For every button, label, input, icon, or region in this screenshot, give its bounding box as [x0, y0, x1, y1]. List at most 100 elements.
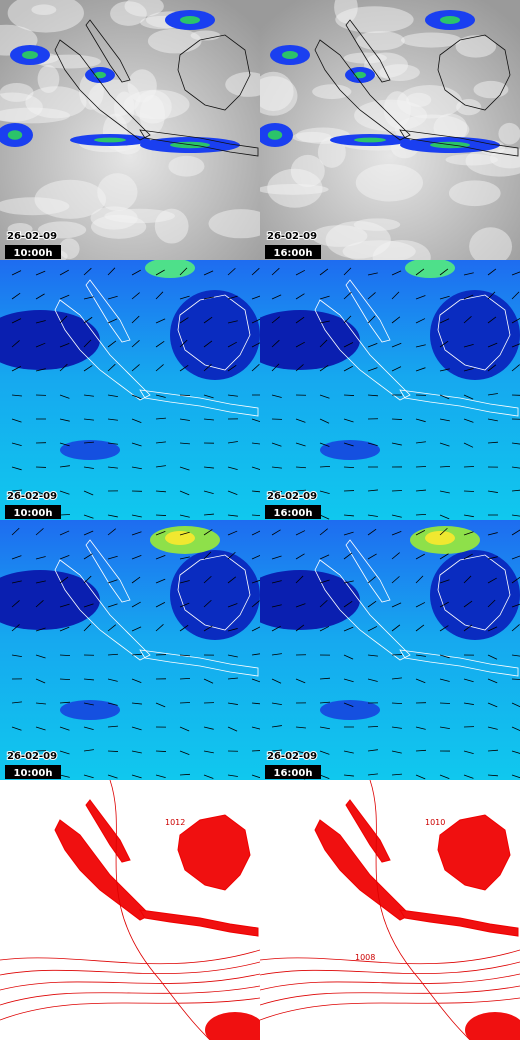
- wind-arrow: [367, 600, 377, 608]
- wind-arrow: [295, 293, 305, 300]
- wind-arrow: [203, 575, 212, 584]
- wind-arrow: [203, 726, 214, 730]
- cloud-patch: [379, 64, 420, 82]
- wind-arrow: [59, 442, 70, 447]
- wind-arrow: [295, 364, 304, 372]
- wind-arrow: [11, 270, 22, 276]
- wind-arrow: [107, 394, 118, 397]
- wind-arrow: [227, 677, 238, 680]
- wind-arrow: [83, 749, 94, 752]
- time-label: 16:00h: [274, 768, 313, 779]
- wind-arrow: [251, 363, 260, 372]
- wind-arrow: [107, 340, 117, 348]
- wind-arrow: [415, 774, 426, 780]
- wind-arrow: [83, 394, 94, 397]
- wind-arrow: [179, 514, 190, 518]
- wind-arrow: [487, 626, 498, 632]
- wind-arrow: [487, 364, 497, 372]
- wind-arrow: [391, 552, 400, 560]
- wind-arrow: [107, 750, 119, 752]
- wind-arrow: [319, 364, 329, 372]
- wind-arrow: [391, 750, 402, 754]
- wind-arrow: [295, 726, 306, 729]
- calm-area: [170, 550, 260, 640]
- wind-arrow: [227, 341, 237, 348]
- wind-arrow: [511, 291, 520, 300]
- wind-arrow: [83, 623, 92, 632]
- wind-arrow: [203, 340, 213, 348]
- wind-arrow: [319, 418, 330, 424]
- wind-arrow: [343, 626, 354, 632]
- wind-arrow: [271, 678, 282, 684]
- wind-arrow: [487, 316, 497, 324]
- wind-arrow: [463, 316, 472, 324]
- wind-arrow: [271, 702, 282, 706]
- wind-arrow: [251, 442, 260, 445]
- wind-arrow: [511, 576, 520, 584]
- cloud-patch: [353, 218, 401, 231]
- wind-arrow: [107, 514, 118, 518]
- contour-label: 1010: [425, 818, 445, 827]
- wind-arrow: [179, 295, 190, 300]
- cloud-patch: [7, 223, 33, 236]
- wind-arrow: [131, 576, 141, 584]
- calm-area: [320, 440, 380, 460]
- wind-arrow: [131, 466, 142, 470]
- wind-arrow: [131, 315, 140, 324]
- wind-arrow: [415, 441, 426, 444]
- wind-arrow: [391, 442, 402, 446]
- wind-arrow: [59, 363, 68, 372]
- wind-arrow: [487, 291, 496, 300]
- wind-arrow: [271, 294, 282, 300]
- wind-arrow: [295, 269, 306, 276]
- wind-arrow: [251, 267, 260, 276]
- map-panel: 1010 1008: [260, 780, 520, 1040]
- wind-arrow: [155, 318, 166, 324]
- wind-arrow: [367, 749, 378, 752]
- wind-arrow: [59, 530, 70, 536]
- wind-arrow: [251, 750, 260, 752]
- wind-arrow: [131, 340, 140, 348]
- isobar: [0, 949, 260, 965]
- wind-arrow: [179, 466, 190, 471]
- isobar: [260, 973, 520, 991]
- wind-arrow: [107, 418, 118, 421]
- wind-arrow: [271, 267, 280, 276]
- wind-arrow: [343, 291, 352, 300]
- wind-arrow: [155, 291, 164, 300]
- time-box: [265, 505, 321, 519]
- wind-arrow: [343, 654, 354, 660]
- wind-arrow: [83, 466, 94, 469]
- cloud-patch: [445, 153, 498, 166]
- cloud-patch: [59, 238, 80, 260]
- wind-arrow: [271, 466, 282, 469]
- wind-arrow: [11, 726, 22, 731]
- wind-arrow: [439, 514, 450, 520]
- wind-arrow: [487, 774, 499, 777]
- cloud-patch: [260, 71, 294, 112]
- wind-arrow: [391, 291, 400, 300]
- wind-arrow: [271, 604, 282, 608]
- wind-arrow: [227, 551, 236, 560]
- wind-arrow: [179, 490, 190, 496]
- wind-arrow: [439, 368, 450, 372]
- wind-arrow: [367, 367, 378, 372]
- wind-arrow: [251, 514, 260, 517]
- wind-arrow: [179, 394, 191, 397]
- wind-arrow: [439, 774, 450, 780]
- wind-arrow: [271, 363, 280, 372]
- cloud-patch: [147, 28, 202, 54]
- cloud-patch: [406, 92, 432, 108]
- wind-arrow: [59, 269, 69, 276]
- wind-arrow: [131, 269, 141, 276]
- wind-arrow: [11, 318, 22, 324]
- wind-arrow: [203, 364, 212, 372]
- wind-arrow: [367, 626, 378, 632]
- time-box: [265, 765, 321, 779]
- wind-arrow: [415, 466, 427, 468]
- wind-arrow: [391, 366, 402, 372]
- wind-arrow: [155, 774, 166, 779]
- wind-arrow: [179, 531, 190, 536]
- wind-arrow: [367, 725, 379, 728]
